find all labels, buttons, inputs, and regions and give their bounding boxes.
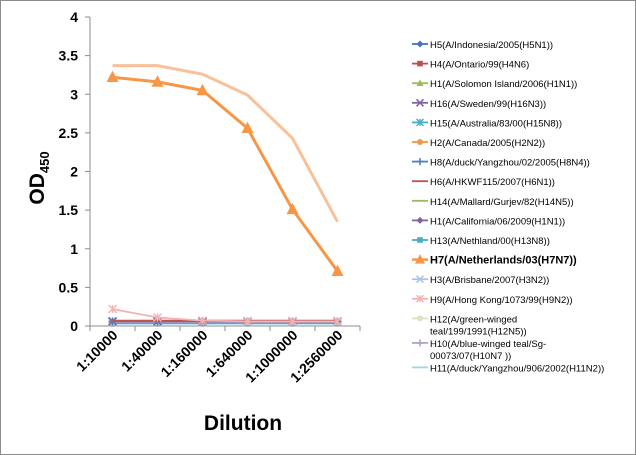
- legend-label: H15(A/Australia/83/00(H15N8)): [430, 118, 562, 129]
- legend-label: H12(A/green-winged: [430, 314, 517, 325]
- legend-swatch-marker: [416, 339, 424, 347]
- legend-label: H3(A/Brisbane/2007(H3N2)): [430, 275, 549, 286]
- legend-label: H1(A/California/06/2009(H1N1)): [430, 216, 565, 227]
- y-tick-label: 0: [70, 318, 78, 334]
- y-tick-label: 2: [70, 164, 78, 180]
- legend-item-11: H7(A/Netherlands/03(H7N7)): [412, 254, 577, 267]
- legend-swatch-marker: [416, 40, 424, 48]
- data-point: [333, 316, 342, 326]
- legend-label: H16(A/Sweden/99(H16N3)): [430, 99, 546, 110]
- legend-item-7: H6(A/HKWF115/2007(H6N1)): [412, 177, 555, 188]
- data-point: [288, 316, 297, 326]
- legend-label: H14(A/Mallard/Gurjev/82(H14N5)): [430, 197, 574, 208]
- legend-swatch-marker: [417, 315, 423, 322]
- legend-label: teal/199/1991(H12N5)): [430, 326, 527, 337]
- x-tick-label: 1:10000: [73, 327, 121, 375]
- y-tick-label: 3.5: [59, 48, 79, 64]
- legend-swatch-marker: [417, 60, 423, 67]
- y-tick-label: 1: [70, 241, 78, 257]
- legend-item-13: H9(A/Hong Kong/1073/99(H9N2)): [412, 295, 573, 306]
- legend-item-12: H3(A/Brisbane/2007(H3N2)): [412, 275, 549, 286]
- series-line: [112, 75, 339, 273]
- series-line: [112, 64, 339, 223]
- legend-item-10: H13(A/Nethland/00(H13N8)): [412, 236, 550, 247]
- legend-item-9: H1(A/California/06/2009(H1N1)): [412, 216, 565, 227]
- legend-label: H7(A/Netherlands/03(H7N7)): [430, 255, 577, 267]
- y-axis-title: OD450: [26, 151, 52, 204]
- legend-label: H4(A/Ontario/99(H4N6): [430, 60, 529, 71]
- data-point: [286, 202, 299, 215]
- legend-label: H13(A/Nethland/00(H13N8)): [430, 236, 550, 247]
- legend-swatch-marker: [416, 158, 424, 166]
- legend-label: H11(A/duck/Yangzhou/906/2002(H11N2)): [430, 363, 604, 374]
- legend-item-3: H16(A/Sweden/99(H16N3)): [412, 98, 546, 110]
- legend-label: H8(A/duck/Yangzhou/02/2005(H8N4)): [430, 158, 590, 169]
- series-11: [106, 70, 344, 276]
- series-line: [112, 308, 338, 323]
- legend-label: H9(A/Hong Kong/1073/99(H9N2)): [430, 295, 573, 306]
- y-tick-label: 2.5: [59, 125, 79, 141]
- data-point: [153, 313, 162, 322]
- legend-label: H10(A/blue-winged teal/Sg-: [430, 339, 546, 350]
- legend-label: H5(A/Indonesia/2005(H5N1)): [430, 40, 553, 51]
- legend-swatch-marker: [417, 139, 423, 145]
- legend-item-2: H1(A/Solomon Island/2006(H1N1)): [412, 79, 577, 90]
- legend-item-0: H5(A/Indonesia/2005(H5N1)): [412, 40, 553, 51]
- legend-swatch-marker: [415, 98, 425, 107]
- data-point: [198, 316, 207, 326]
- series-13: [108, 304, 342, 326]
- legend-swatch-marker: [416, 216, 424, 224]
- data-point: [243, 316, 252, 326]
- legend-label: H2(A/Canada/2005(H2N2)): [430, 138, 545, 149]
- data-point: [151, 75, 164, 87]
- legend-swatch-marker: [416, 79, 424, 86]
- legend-swatch-marker: [417, 237, 423, 243]
- data-point: [331, 264, 344, 276]
- x-axis-title: Dilution: [204, 412, 282, 435]
- legend-item-16: H11(A/duck/Yangzhou/906/2002(H11N2)): [412, 363, 604, 374]
- data-point: [196, 83, 209, 96]
- legend-swatch-marker: [415, 275, 425, 284]
- legend-item-15: H10(A/blue-winged teal/Sg-00073/07(H10N7…: [412, 339, 546, 362]
- data-point: [241, 121, 254, 134]
- y-axis-title-subscript: 450: [37, 151, 52, 173]
- legend-item-5: H2(A/Canada/2005(H2N2)): [412, 138, 545, 149]
- y-tick-label: 0.5: [59, 279, 79, 295]
- legend-swatch-marker: [415, 254, 425, 264]
- legend-item-4: H15(A/Australia/83/00(H15N8)): [412, 118, 562, 129]
- y-tick-label: 3: [70, 86, 78, 102]
- legend-swatch-marker: [416, 294, 424, 303]
- legend-item-8: H14(A/Mallard/Gurjev/82(H14N5)): [412, 197, 574, 208]
- legend-label: 00073/07(H10N7 )): [430, 351, 511, 362]
- x-tick-label: 1:160000: [157, 327, 210, 380]
- legend-swatch-marker: [416, 118, 424, 127]
- legend-item-6: H8(A/duck/Yangzhou/02/2005(H8N4)): [412, 158, 590, 169]
- legend-label: H1(A/Solomon Island/2006(H1N1)): [430, 79, 577, 90]
- data-point: [108, 304, 117, 314]
- legend-item-1: H4(A/Ontario/99(H4N6): [412, 60, 529, 71]
- y-tick-label: 1.5: [59, 202, 79, 218]
- data-point: [106, 70, 119, 83]
- legend-label: H6(A/HKWF115/2007(H6N1)): [430, 177, 555, 188]
- y-tick-label: 4: [70, 9, 78, 25]
- series-16: [112, 64, 339, 223]
